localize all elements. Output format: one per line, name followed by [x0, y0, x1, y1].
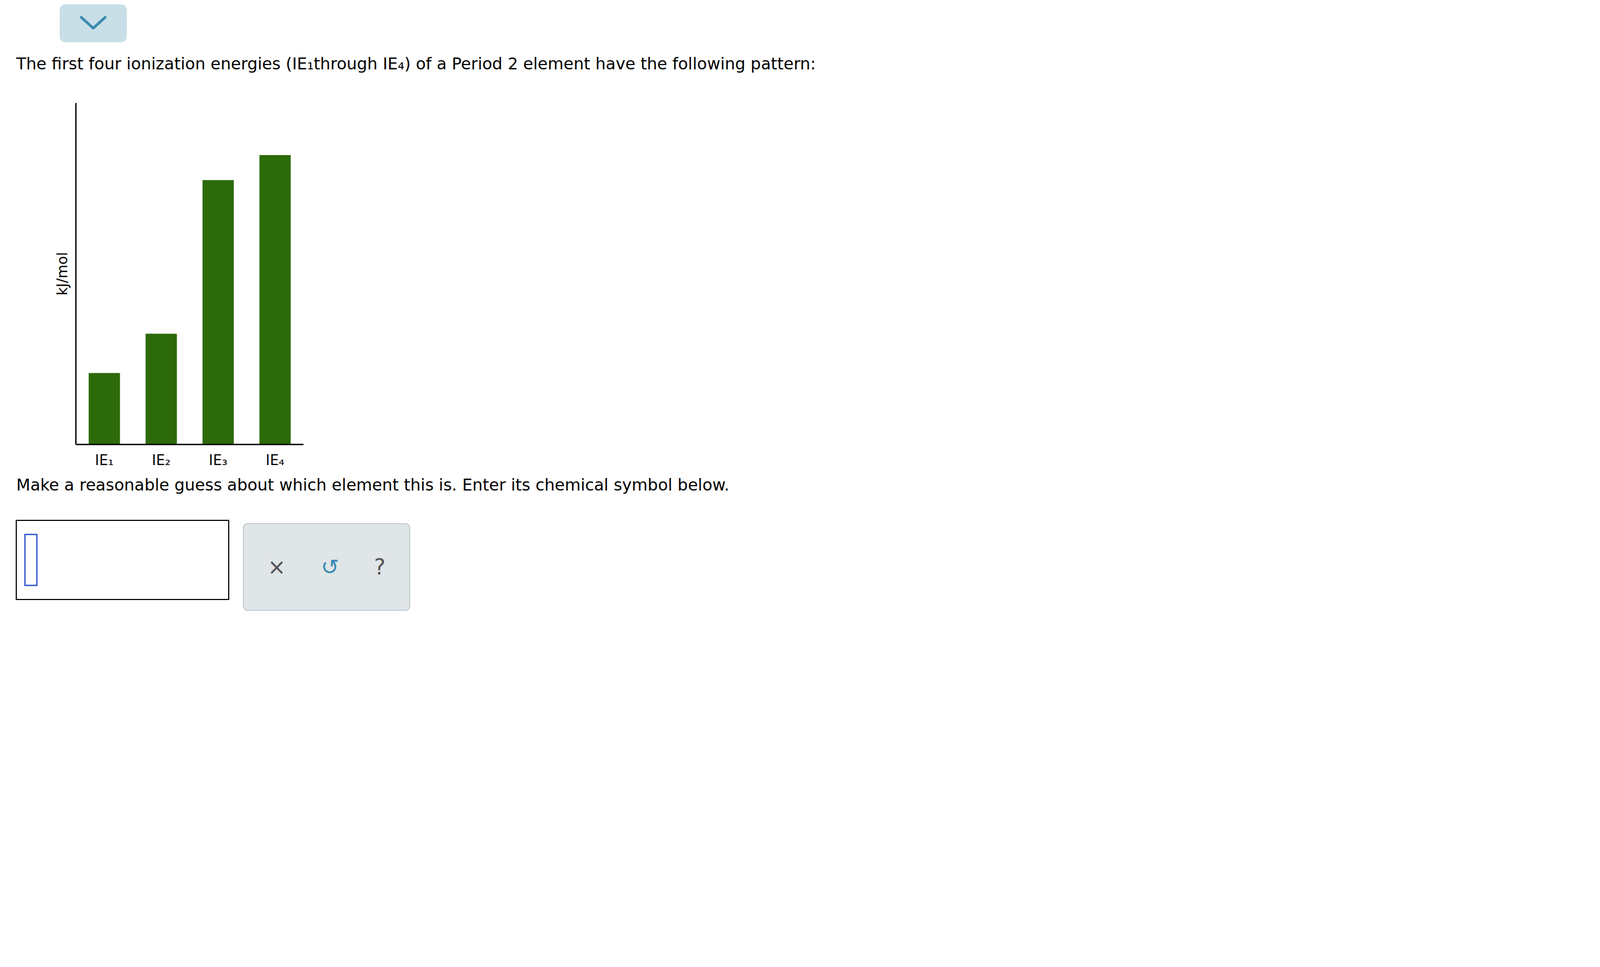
x-tick-label: IE₄	[265, 452, 285, 469]
x-tick-label: IE₂	[151, 452, 171, 469]
bar	[88, 372, 121, 445]
x-tick-label: IE₁	[94, 452, 114, 469]
input-box[interactable]	[16, 520, 229, 600]
page-root: The first four ionization energies (IE₁t…	[0, 0, 1600, 967]
subtitle: Make a reasonable guess about which elem…	[16, 475, 730, 495]
page-canvas: The first four ionization energies (IE₁t…	[0, 0, 1600, 967]
y-axis	[75, 102, 77, 445]
clear-button[interactable]: ×	[267, 554, 287, 580]
bar	[145, 333, 178, 445]
bar	[259, 155, 292, 445]
chevron-icon[interactable]	[81, 17, 106, 29]
undo-button[interactable]: ↺	[320, 554, 340, 580]
input-cursor	[24, 534, 37, 586]
bars	[88, 155, 292, 445]
chevron-button[interactable]	[59, 4, 127, 43]
button-panel	[243, 523, 410, 611]
help-button[interactable]: ?	[373, 554, 386, 580]
chevron-box[interactable]	[59, 4, 127, 43]
answer-input[interactable]	[16, 520, 229, 600]
bar	[202, 179, 235, 445]
title: The first four ionization energies (IE₁t…	[15, 54, 816, 74]
x-axis	[75, 443, 304, 446]
y-axis-label: kJ/mol	[54, 252, 71, 296]
x-tick-label: IE₃	[208, 452, 228, 469]
